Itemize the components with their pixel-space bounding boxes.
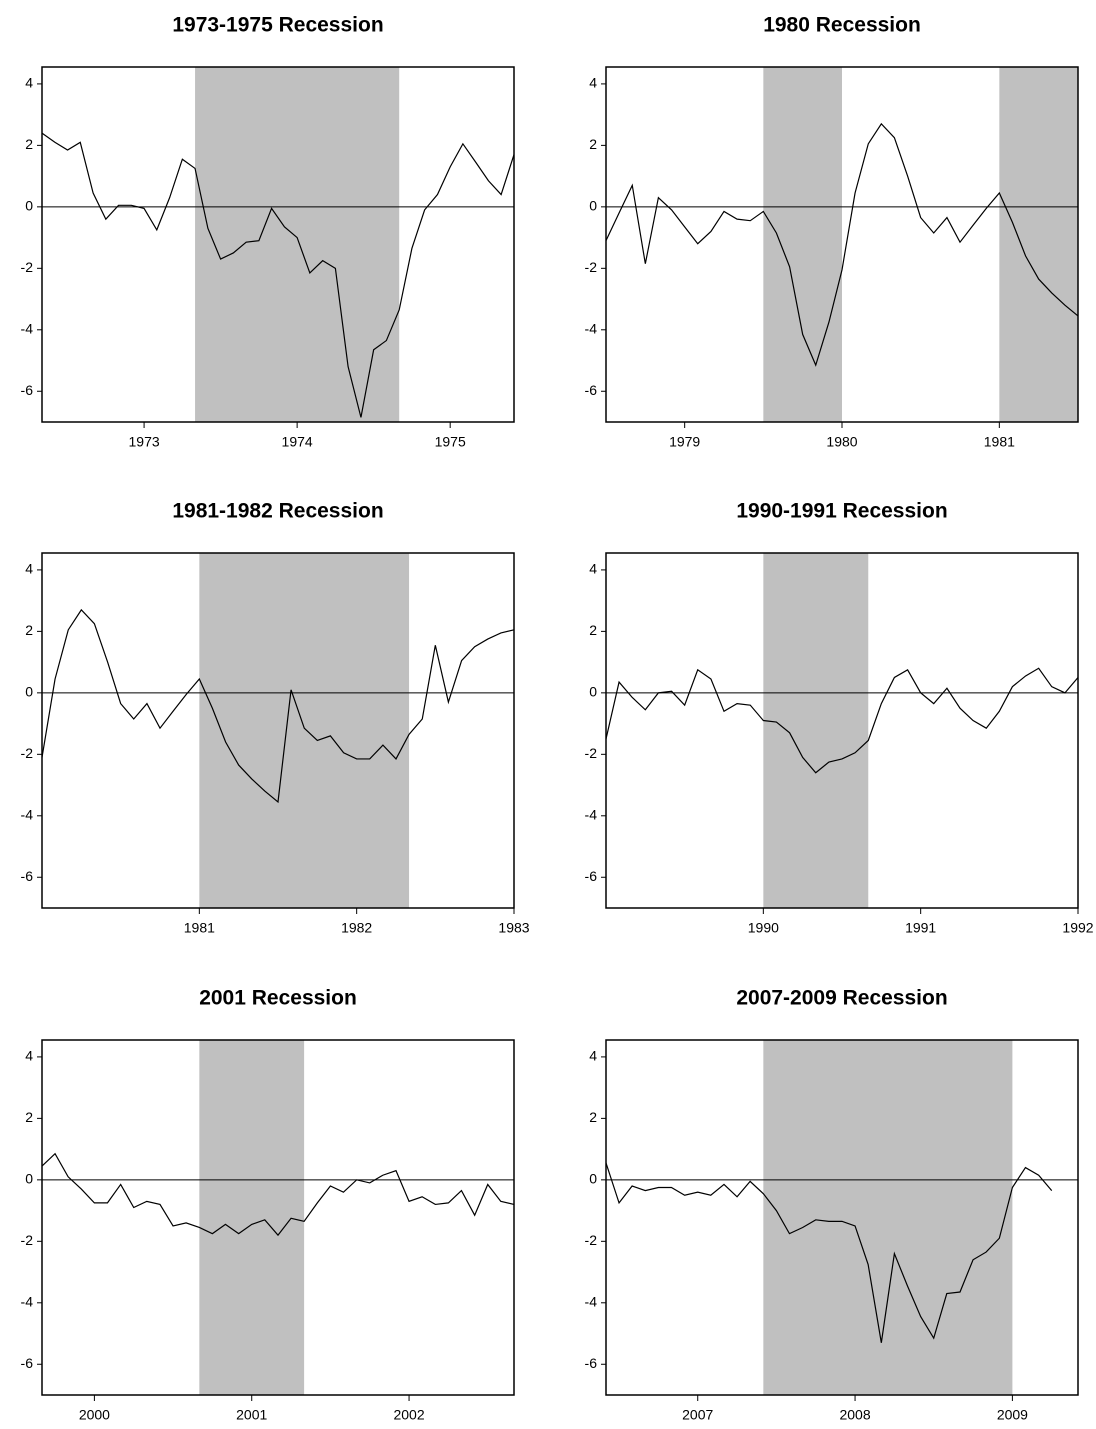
x-tick-label: 2001	[236, 1407, 267, 1423]
x-tick-label: 2008	[839, 1407, 870, 1423]
y-tick-label: -6	[21, 868, 34, 884]
y-tick-label: -2	[21, 745, 34, 761]
y-tick-label: -2	[21, 259, 34, 275]
plot-frame	[605, 1039, 1079, 1396]
series-line	[605, 1162, 1053, 1343]
plot-frame	[605, 552, 1079, 909]
recession-shading	[999, 67, 1078, 422]
x-tick-label: 1980	[826, 434, 857, 450]
y-tick-label: 0	[25, 198, 33, 214]
y-tick-label: -6	[21, 1355, 34, 1371]
plot-frame	[41, 1039, 515, 1396]
y-tick-label: -6	[585, 1355, 598, 1371]
y-tick-label: -2	[585, 1232, 598, 1248]
series-line	[41, 608, 515, 804]
y-tick-label: 0	[25, 684, 33, 700]
y-tick-label: -4	[585, 1293, 598, 1309]
panel-title: 2001 Recession	[199, 987, 357, 1010]
y-tick-label: 4	[589, 1048, 597, 1064]
x-tick-label: 1975	[435, 434, 466, 450]
x-tick-label: 1982	[341, 920, 372, 936]
series-line	[41, 1152, 515, 1237]
x-tick-label: 1990	[748, 920, 779, 936]
x-tick-label: 2007	[682, 1407, 713, 1423]
y-tick-label: -6	[585, 382, 598, 398]
y-tick-label: 2	[589, 622, 597, 638]
recession-shading	[199, 553, 410, 908]
y-tick-label: 2	[25, 622, 33, 638]
panel-title: 1981-1982 Recession	[172, 500, 383, 523]
x-tick-label: 1973	[129, 434, 160, 450]
y-tick-label: 4	[589, 561, 597, 577]
recession-shading	[763, 1040, 1013, 1395]
y-tick-label: -4	[21, 320, 34, 336]
panel-title: 2007-2009 Recession	[736, 987, 947, 1010]
y-tick-label: -4	[21, 806, 34, 822]
x-tick-label: 1983	[498, 920, 529, 936]
x-tick-label: 1992	[1062, 920, 1093, 936]
x-tick-label: 1981	[184, 920, 215, 936]
plot-frame	[41, 552, 515, 909]
y-tick-label: -4	[585, 806, 598, 822]
y-tick-label: 4	[25, 561, 33, 577]
x-tick-label: 1981	[984, 434, 1015, 450]
x-tick-label: 2000	[79, 1407, 110, 1423]
x-tick-label: 2009	[997, 1407, 1028, 1423]
y-tick-label: 4	[589, 75, 597, 91]
recession-shading	[763, 553, 869, 908]
series-line	[605, 122, 1079, 367]
panel-title: 1990-1991 Recession	[736, 500, 947, 523]
y-tick-label: 2	[25, 136, 33, 152]
recession-shading	[195, 67, 400, 422]
y-tick-label: -6	[585, 868, 598, 884]
x-tick-label: 1974	[282, 434, 313, 450]
recession-shading	[763, 67, 842, 422]
y-tick-label: 0	[589, 684, 597, 700]
y-tick-label: -4	[585, 320, 598, 336]
y-tick-label: -2	[585, 745, 598, 761]
series-line	[605, 667, 1079, 774]
x-tick-label: 1991	[905, 920, 936, 936]
y-tick-label: -4	[21, 1293, 34, 1309]
y-tick-label: 0	[25, 1171, 33, 1187]
x-tick-label: 2002	[393, 1407, 424, 1423]
y-tick-label: 2	[25, 1109, 33, 1125]
panel-title: 1973-1975 Recession	[172, 14, 383, 37]
y-tick-label: -6	[21, 382, 34, 398]
y-tick-label: 4	[25, 75, 33, 91]
x-tick-label: 1979	[669, 434, 700, 450]
plot-frame	[605, 66, 1079, 423]
y-tick-label: 2	[589, 1109, 597, 1125]
recession-shading	[199, 1040, 305, 1395]
y-tick-label: -2	[585, 259, 598, 275]
panel-title: 1980 Recession	[763, 14, 921, 37]
y-tick-label: 2	[589, 136, 597, 152]
y-tick-label: 0	[589, 1171, 597, 1187]
y-tick-label: 0	[589, 198, 597, 214]
y-tick-label: 4	[25, 1048, 33, 1064]
series-line	[41, 132, 515, 418]
plot-frame	[41, 66, 515, 423]
y-tick-label: -2	[21, 1232, 34, 1248]
